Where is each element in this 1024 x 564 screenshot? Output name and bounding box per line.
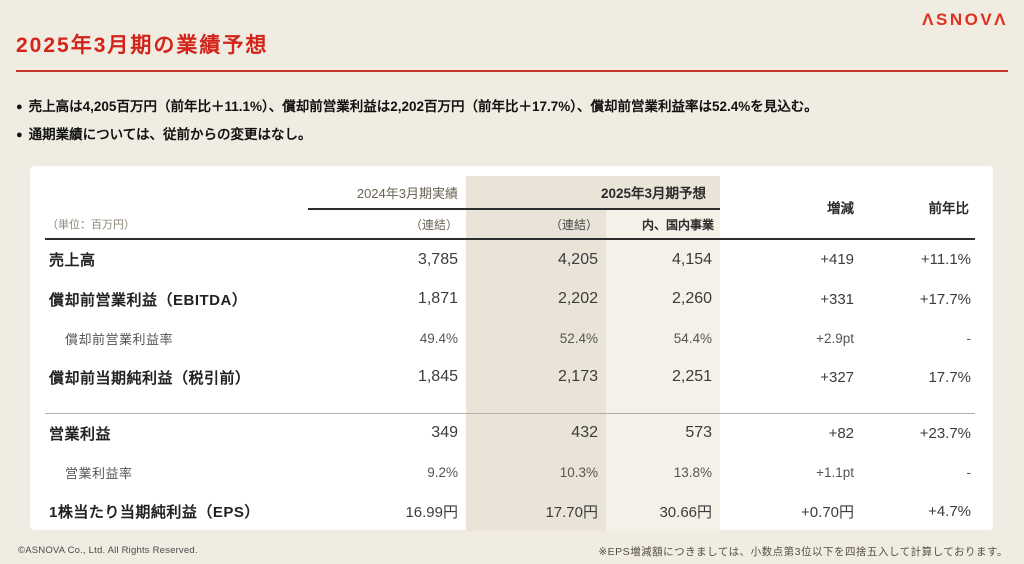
cell-change: +1.1pt	[816, 464, 855, 480]
forecast-card: （単位：百万円） 2024年3月期実績 2025年3月期予想 増減 前年比 （連…	[30, 166, 993, 531]
col-subheader-actual-consolidated: （連結）	[308, 209, 466, 240]
cell-domestic: 54.4%	[606, 319, 721, 357]
row-label: 営業利益率	[65, 465, 133, 481]
cell-actual: 9.2%	[427, 464, 458, 480]
cell-change: +419	[820, 251, 855, 268]
row-label: 営業利益	[49, 425, 112, 443]
cell-forecast: 432	[466, 413, 606, 453]
cell-forecast: 4,205	[466, 239, 606, 279]
row-label: 償却前当期純利益（税引前）	[49, 369, 251, 387]
table-row: 償却前当期純利益（税引前） 1,845 2,173 2,251 +327 17.…	[45, 357, 975, 397]
cell-change: +2.9pt	[816, 330, 855, 346]
cell-domestic: 13.8%	[606, 453, 721, 491]
summary-bullets: ● 売上高は4,205百万円（前年比＋11.1%）、償却前営業利益は2,202百万…	[16, 93, 1008, 149]
col-header-yoy: 前年比	[862, 176, 976, 240]
cell-actual: 49.4%	[419, 330, 458, 346]
cell-domestic: 2,251	[606, 357, 721, 397]
cell-change: +0.70円	[801, 503, 855, 521]
col-subheader-forecast-consolidated: （連結）	[466, 209, 606, 240]
cell-yoy: +23.7%	[919, 424, 972, 442]
cell-yoy: -	[966, 330, 972, 346]
col-header-actual: 2024年3月期実績	[308, 176, 466, 210]
col-header-forecast: 2025年3月期予想	[466, 176, 721, 210]
table-row: 営業利益率 9.2% 10.3% 13.8% +1.1pt -	[45, 453, 975, 491]
cell-domestic: 2,260	[606, 279, 721, 319]
bullet-line: ● 通期業績については、従前からの変更はなし。	[16, 121, 1008, 149]
cell-forecast: 2,173	[466, 357, 606, 397]
row-label: 1株当たり当期純利益（EPS）	[49, 503, 260, 521]
row-label: 償却前営業利益（EBITDA）	[49, 291, 248, 309]
col-header-change: 増減	[720, 176, 863, 240]
cell-actual: 1,845	[417, 368, 458, 385]
title-underline	[16, 70, 1008, 72]
table-row: 償却前営業利益（EBITDA） 1,871 2,202 2,260 +331 +…	[45, 279, 975, 319]
eps-footnote: ※EPS増減額につきましては、小数点第3位以下を四捨五入して計算しております。	[598, 546, 1008, 558]
cell-domestic: 4,154	[606, 239, 721, 279]
bullet-text: 売上高は4,205百万円（前年比＋11.1%）、償却前営業利益は2,202百万円…	[28, 99, 818, 114]
table-row: 償却前営業利益率 49.4% 52.4% 54.4% +2.9pt -	[45, 319, 975, 357]
cell-actual: 349	[431, 424, 458, 442]
cell-yoy: +4.7%	[928, 502, 972, 520]
unit-label: （単位：百万円）	[45, 176, 308, 240]
cell-actual: 3,785	[417, 250, 458, 268]
table-row: 売上高 3,785 4,205 4,154 +419 +11.1%	[45, 239, 975, 279]
cell-domestic: 30.66円	[606, 491, 721, 531]
copyright-text: ©ASNOVA Co., Ltd. All Rights Reserved.	[18, 545, 198, 556]
cell-actual: 1,871	[417, 290, 458, 307]
cell-change: +331	[820, 290, 855, 308]
asnova-logo: ΛSNOVΛ	[922, 10, 1008, 29]
cell-actual: 16.99円	[405, 503, 458, 521]
cell-domestic: 573	[606, 413, 721, 453]
table-row: 1株当たり当期純利益（EPS） 16.99円 17.70円 30.66円 +0.…	[45, 491, 975, 531]
cell-forecast: 17.70円	[466, 491, 606, 531]
cell-forecast: 2,202	[466, 279, 606, 319]
cell-yoy: +11.1%	[920, 251, 972, 268]
bullet-icon: ●	[16, 129, 23, 141]
cell-yoy: 17.7%	[928, 368, 972, 386]
section-separator	[45, 397, 976, 414]
cell-change: +82	[828, 424, 855, 442]
row-label: 償却前営業利益率	[65, 331, 174, 347]
row-label: 売上高	[49, 252, 96, 269]
bullet-line: ● 売上高は4,205百万円（前年比＋11.1%）、償却前営業利益は2,202百万…	[16, 93, 1008, 121]
bullet-text: 通期業績については、従前からの変更はなし。	[28, 127, 312, 142]
cell-yoy: +17.7%	[919, 290, 972, 308]
forecast-table: （単位：百万円） 2024年3月期実績 2025年3月期予想 増減 前年比 （連…	[45, 176, 976, 531]
table-row: 営業利益 349 432 573 +82 +23.7%	[45, 413, 975, 453]
col-subheader-forecast-domestic: 内、国内事業	[606, 209, 721, 240]
cell-change: +327	[820, 368, 855, 386]
bullet-icon: ●	[16, 101, 23, 113]
page-title: 2025年3月期の業績予想	[16, 34, 269, 57]
cell-yoy: -	[966, 464, 972, 480]
cell-forecast: 52.4%	[466, 319, 606, 357]
cell-forecast: 10.3%	[466, 453, 606, 491]
